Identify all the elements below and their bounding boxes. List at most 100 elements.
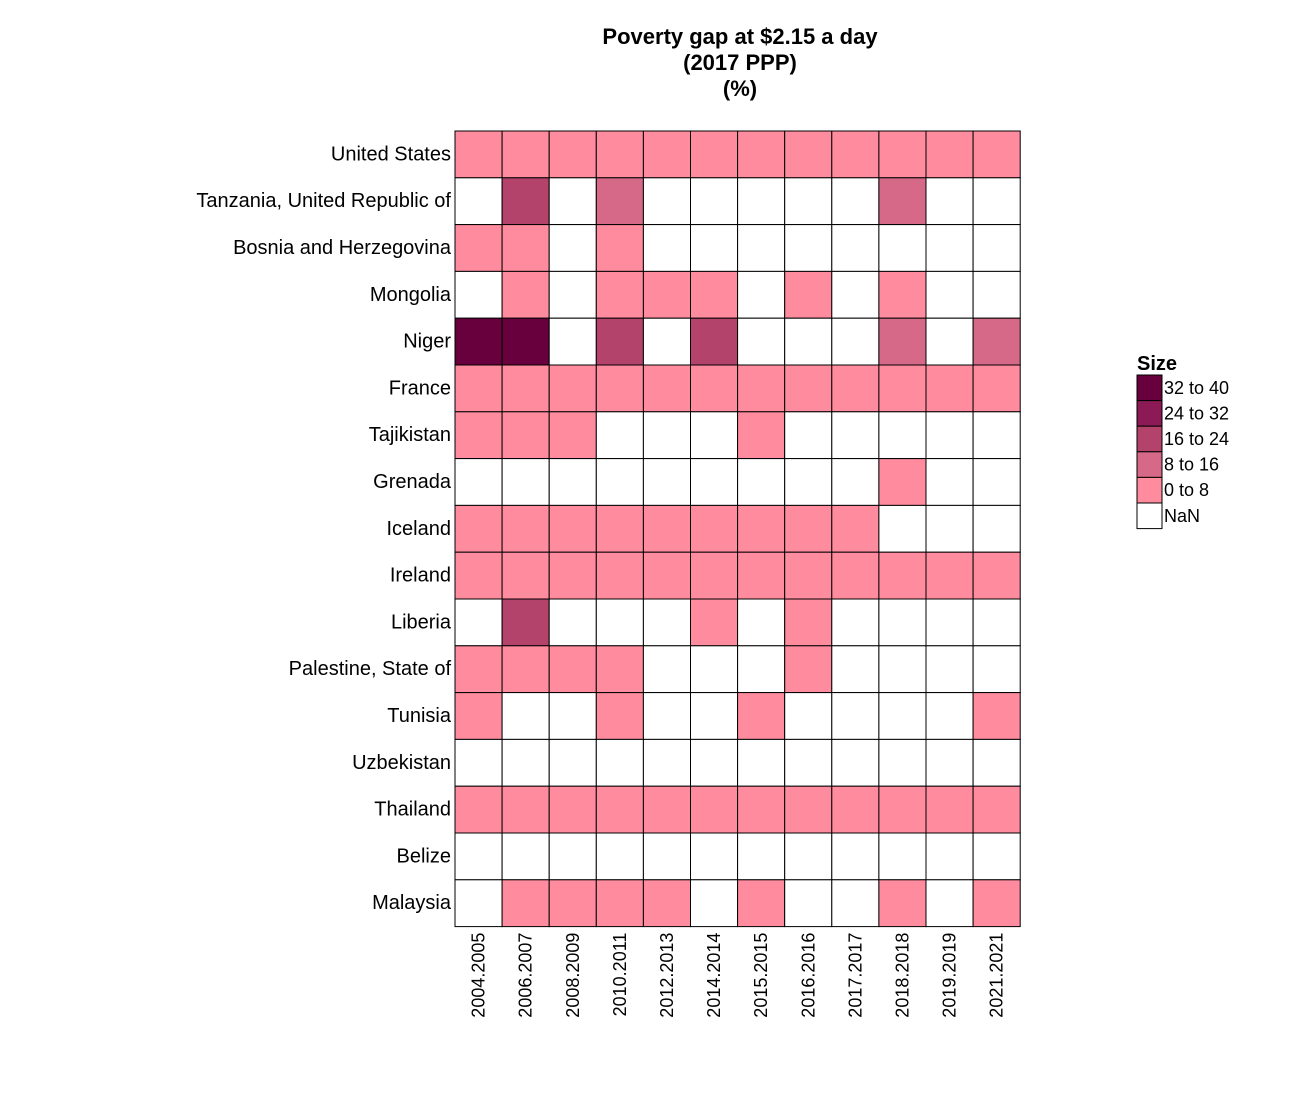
heatmap-cell-13-5 <box>690 738 739 787</box>
heatmap-cell-4-8 <box>831 317 880 366</box>
heatmap-cell-5-11 <box>972 364 1021 413</box>
column-label-1: 2006.2007 <box>516 933 536 1018</box>
heatmap-cell-9-6 <box>737 551 786 600</box>
heatmap-cell-2-0 <box>454 224 503 272</box>
heatmap-cell-0-9 <box>878 130 927 179</box>
heatmap-cell-5-8 <box>831 364 880 413</box>
heatmap-cell-2-2 <box>548 224 597 272</box>
heatmap-cell-14-8 <box>831 785 880 834</box>
row-label-12: Tunisia <box>387 705 452 727</box>
heatmap-cell-13-11 <box>972 738 1021 787</box>
heatmap-cell-11-0 <box>454 645 503 694</box>
legend-key-4 <box>1136 476 1163 504</box>
heatmap-cell-7-9 <box>878 458 927 506</box>
row-label-9: Ireland <box>390 565 451 587</box>
heatmap-cell-15-1 <box>501 832 550 881</box>
heatmap-cell-13-9 <box>878 738 927 787</box>
heatmap-cell-11-8 <box>831 645 880 694</box>
heatmap-cell-15-0 <box>454 832 503 881</box>
heatmap-cell-3-10 <box>925 270 974 319</box>
column-label-4: 2012.2013 <box>657 933 677 1018</box>
legend-key-5 <box>1136 502 1163 530</box>
heatmap-cell-16-4 <box>642 879 692 928</box>
heatmap-cell-11-3 <box>595 645 644 694</box>
heatmap-cell-1-5 <box>690 177 739 226</box>
heatmap-cell-10-8 <box>831 598 880 647</box>
column-label-7: 2016.2016 <box>798 933 818 1018</box>
heatmap-cell-3-6 <box>737 270 786 319</box>
heatmap-cell-10-4 <box>642 598 692 647</box>
heatmap-cell-4-9 <box>878 317 927 366</box>
legend-key-2 <box>1136 425 1163 453</box>
heatmap-cell-6-0 <box>454 411 503 460</box>
heatmap-cell-0-2 <box>548 130 597 179</box>
heatmap-cell-15-11 <box>972 832 1021 881</box>
heatmap-cell-5-4 <box>642 364 692 413</box>
heatmap-cell-2-6 <box>737 224 786 272</box>
heatmap-cell-8-9 <box>878 504 927 553</box>
heatmap-cell-1-2 <box>548 177 597 226</box>
heatmap-cell-11-4 <box>642 645 692 694</box>
heatmap-cell-7-7 <box>784 458 833 506</box>
heatmap-cell-16-0 <box>454 879 503 928</box>
heatmap-cell-16-6 <box>737 879 786 928</box>
heatmap-cell-15-2 <box>548 832 597 881</box>
heatmap-cell-2-4 <box>642 224 692 272</box>
heatmap-cell-11-9 <box>878 645 927 694</box>
heatmap-cell-7-10 <box>925 458 974 506</box>
heatmap-cell-9-11 <box>972 551 1021 600</box>
heatmap-cell-5-0 <box>454 364 503 413</box>
heatmap-cell-0-5 <box>690 130 739 179</box>
heatmap-cell-16-8 <box>831 879 880 928</box>
heatmap-cell-4-10 <box>925 317 974 366</box>
heatmap-cell-6-8 <box>831 411 880 460</box>
row-label-8: Iceland <box>387 518 452 540</box>
row-label-16: Malaysia <box>372 892 452 914</box>
heatmap-cell-16-9 <box>878 879 927 928</box>
heatmap-cell-10-6 <box>737 598 786 647</box>
heatmap-cell-14-5 <box>690 785 739 834</box>
row-label-1: Tanzania, United Republic of <box>196 190 451 212</box>
heatmap-cell-7-1 <box>501 458 550 506</box>
column-label-2: 2008.2009 <box>563 933 583 1018</box>
heatmap-cell-11-1 <box>501 645 550 694</box>
heatmap-cell-7-8 <box>831 458 880 506</box>
heatmap-cell-12-1 <box>501 692 550 740</box>
heatmap-cell-4-4 <box>642 317 692 366</box>
heatmap-cell-3-0 <box>454 270 503 319</box>
heatmap-cell-15-6 <box>737 832 786 881</box>
heatmap-cell-2-8 <box>831 224 880 272</box>
heatmap-cell-4-6 <box>737 317 786 366</box>
heatmap-cells <box>454 130 1021 928</box>
heatmap-cell-4-7 <box>784 317 833 366</box>
chart-title: Poverty gap at $2.15 a day(2017 PPP)(%) <box>602 24 878 101</box>
heatmap-cell-5-6 <box>737 364 786 413</box>
heatmap-cell-13-0 <box>454 738 503 787</box>
heatmap-cell-6-11 <box>972 411 1021 460</box>
heatmap-cell-14-3 <box>595 785 644 834</box>
chart-title-line-2: (2017 PPP) <box>683 50 797 75</box>
heatmap-cell-9-5 <box>690 551 739 600</box>
legend-label-5: NaN <box>1164 506 1200 526</box>
heatmap-cell-2-7 <box>784 224 833 272</box>
heatmap-cell-11-6 <box>737 645 786 694</box>
heatmap-cell-10-9 <box>878 598 927 647</box>
heatmap-cell-1-9 <box>878 177 927 226</box>
heatmap-cell-1-6 <box>737 177 786 226</box>
heatmap-cell-12-11 <box>972 692 1021 740</box>
heatmap-cell-12-9 <box>878 692 927 740</box>
heatmap-cell-16-1 <box>501 879 550 928</box>
heatmap-cell-15-9 <box>878 832 927 881</box>
chart-title-line-3: (%) <box>723 76 757 101</box>
row-label-10: Liberia <box>391 611 452 633</box>
heatmap-cell-3-9 <box>878 270 927 319</box>
heatmap-cell-14-6 <box>737 785 786 834</box>
heatmap-cell-5-1 <box>501 364 550 413</box>
heatmap-cell-1-10 <box>925 177 974 226</box>
heatmap-cell-13-1 <box>501 738 550 787</box>
heatmap-cell-0-11 <box>972 130 1021 179</box>
column-label-0: 2004.2005 <box>469 933 489 1018</box>
legend-key-3 <box>1136 451 1163 478</box>
heatmap-cell-2-3 <box>595 224 644 272</box>
heatmap-cell-4-0 <box>454 317 503 366</box>
